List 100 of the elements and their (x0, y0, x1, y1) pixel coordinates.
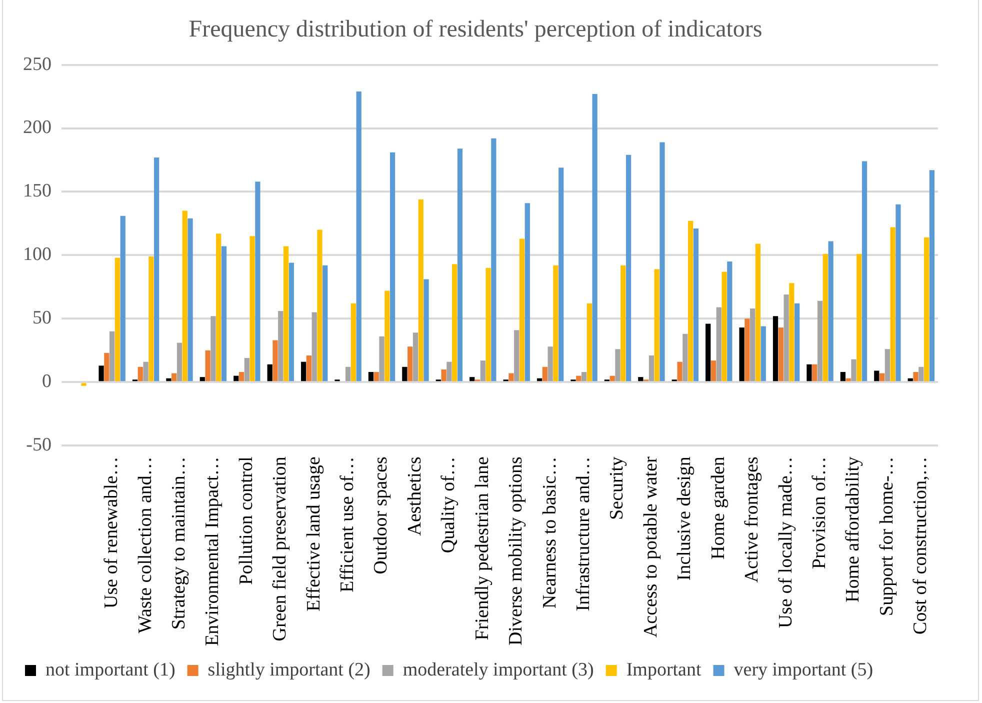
bar (610, 376, 615, 382)
bar (457, 148, 463, 382)
bar (508, 373, 514, 382)
bar (470, 377, 475, 382)
bar (755, 244, 761, 382)
bar (441, 369, 446, 382)
x-tick-label: Security (606, 456, 628, 520)
bar (278, 311, 284, 382)
bar (283, 246, 289, 382)
bar (879, 373, 885, 382)
bar (581, 372, 587, 382)
bar (524, 203, 530, 382)
bar (250, 236, 255, 382)
x-tick-label: Cost of construction,… (910, 456, 932, 634)
x-tick-label: Inclusive design (674, 456, 696, 581)
bar (654, 269, 660, 382)
x-tick-label: Pollution control (236, 456, 257, 585)
bar (586, 303, 592, 382)
bar (592, 94, 598, 382)
bar (322, 265, 328, 382)
bar (480, 360, 486, 382)
bar (710, 360, 716, 382)
bar (234, 376, 239, 382)
legend-label: Important (626, 659, 702, 680)
bar (205, 350, 210, 382)
bar (114, 258, 120, 382)
bar (638, 377, 644, 382)
bar (727, 262, 732, 382)
bar (176, 342, 182, 382)
bar (312, 312, 317, 382)
x-tick-label: Friendly pedestrian lane (472, 456, 493, 640)
bar (884, 349, 890, 382)
bar (172, 373, 177, 382)
bar (514, 330, 520, 382)
x-tick-label: Active frontages (742, 456, 763, 583)
x-tick-label: Quality of… (438, 456, 460, 554)
x-tick-label: Nearness to basic… (539, 456, 560, 609)
bar (620, 265, 626, 382)
bar (558, 168, 564, 382)
x-tick-label: Environmental Impact… (202, 456, 224, 646)
bar (822, 254, 828, 382)
bar (238, 372, 244, 382)
bar (760, 326, 766, 382)
bar (390, 152, 396, 382)
y-tick-label: 100 (23, 244, 52, 266)
bar (706, 324, 711, 382)
bar (615, 349, 620, 382)
y-tick-label: 150 (23, 180, 52, 202)
bar (188, 218, 193, 382)
legend-label: not important (1) (46, 659, 176, 680)
bar (374, 372, 379, 382)
bar (138, 366, 143, 382)
bar (789, 283, 794, 382)
x-tick-label: Home affordability (842, 456, 864, 602)
bar (929, 170, 934, 382)
bar (913, 372, 918, 382)
bar (379, 336, 384, 382)
bar (784, 294, 789, 382)
bar (693, 228, 699, 382)
x-tick-label: Home garden (708, 456, 729, 560)
bar (924, 237, 930, 382)
bar (288, 262, 294, 382)
bar (255, 182, 260, 382)
bar (216, 234, 222, 382)
bar (576, 376, 582, 382)
bar (143, 362, 148, 382)
x-tick-label: Green field preservation (270, 456, 291, 642)
bar (182, 210, 188, 382)
legend-label: very important (5) (734, 659, 874, 680)
bar (221, 246, 227, 382)
bar (772, 316, 778, 382)
bar (446, 362, 452, 382)
bar (874, 370, 880, 382)
bar (408, 346, 413, 382)
bar (368, 372, 374, 382)
x-tick-label: Infrastructure and… (573, 456, 594, 612)
bar (794, 303, 800, 382)
bar (778, 328, 784, 382)
bar (744, 318, 750, 382)
bar (356, 91, 362, 382)
bar (862, 161, 868, 382)
bar (688, 220, 694, 382)
bar (682, 334, 688, 382)
bar (553, 265, 558, 382)
x-tick-label: Access to potable water (640, 456, 662, 638)
bar (148, 256, 154, 382)
bar (154, 157, 160, 382)
bar (840, 372, 846, 382)
y-tick-label: 50 (32, 308, 52, 329)
bar (890, 227, 896, 382)
bar (345, 366, 351, 382)
x-tick-label: Diverse mobility options (506, 456, 527, 646)
bar (542, 366, 548, 382)
legend-label: moderately important (3) (402, 659, 594, 680)
y-tick-label: 200 (23, 117, 52, 138)
x-tick-label: Effective land usage (303, 456, 324, 612)
bar (267, 364, 272, 382)
x-tick-label: Outdoor spaces (370, 456, 392, 574)
bar (548, 346, 553, 382)
bar (519, 238, 525, 382)
